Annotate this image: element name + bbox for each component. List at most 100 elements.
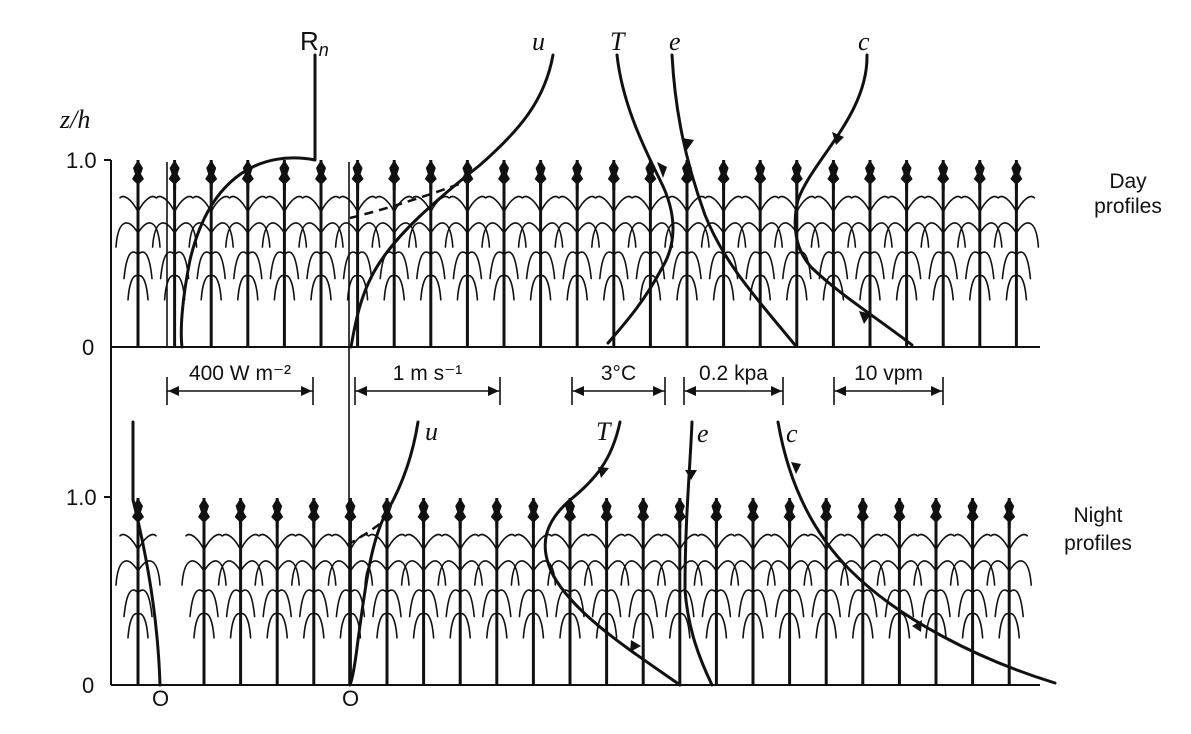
scale-bar-3: 0.2 kpa — [683, 362, 784, 405]
label-day-t: T — [610, 27, 626, 56]
day-c-arrow-2 — [859, 311, 871, 324]
maize-plant — [554, 160, 600, 347]
maize-plant — [510, 498, 557, 685]
day-profiles-label: Day profiles — [1094, 170, 1162, 218]
scale-arrow — [168, 386, 179, 396]
maize-plant — [766, 498, 813, 685]
maize-plant — [693, 498, 740, 685]
label-night-u: u — [425, 417, 438, 446]
scale-label: 0.2 kpa — [699, 362, 768, 385]
origin-label-rn: O — [152, 686, 169, 711]
night-c-curve — [776, 420, 1057, 685]
scale-arrow — [931, 386, 942, 396]
maize-plant — [627, 160, 674, 347]
maize-plant — [920, 160, 966, 347]
tick-label-day-1: 1.0 — [66, 148, 97, 173]
origin-label-u: O — [342, 686, 359, 711]
label-night-c: c — [786, 419, 798, 448]
maize-plant — [986, 498, 1032, 685]
maize-plant — [327, 498, 374, 685]
day-curves — [179, 53, 914, 349]
maize-plant — [700, 160, 747, 347]
day-e-curve — [670, 53, 797, 347]
maize-plant — [913, 498, 959, 685]
night-profiles-label: Night profiles — [1064, 504, 1132, 555]
tick-label-day-0: 0 — [82, 335, 94, 360]
scale-bar-1: 1 m s⁻¹ — [354, 362, 501, 405]
axes — [104, 159, 1040, 686]
maize-plant — [737, 160, 783, 347]
maize-plant — [115, 160, 161, 347]
maize-plant — [583, 498, 630, 685]
night-t-arrow-2 — [630, 640, 641, 652]
maize-plant — [437, 498, 483, 685]
day-u-extrapolation — [349, 178, 471, 220]
maize-plant — [949, 498, 996, 685]
scale-bar-0: 400 W m⁻² — [166, 362, 314, 405]
maize-plant — [993, 160, 1040, 347]
day-t-arrow — [657, 162, 667, 178]
maize-plant — [591, 160, 637, 347]
curve-labels: Rn u T e c u T e c — [300, 26, 870, 448]
scale-arrow — [653, 386, 664, 396]
day-c-curve — [793, 53, 914, 347]
night-u-curve — [348, 420, 420, 687]
maize-plant — [840, 498, 886, 685]
maize-plant — [151, 160, 198, 347]
maize-plant — [261, 160, 308, 347]
scale-label: 10 vpm — [854, 362, 923, 385]
night-u-extrapolation — [346, 519, 386, 547]
maize-plant — [400, 498, 447, 685]
maize-plants — [115, 160, 1040, 685]
maize-plant — [371, 160, 417, 347]
night-e-arrow — [685, 470, 697, 480]
scale-arrow — [301, 386, 312, 396]
tick-label-night-0: 0 — [82, 673, 94, 698]
day-rn-curve — [179, 53, 317, 349]
label-night-e: e — [697, 419, 709, 448]
day-c-arrow — [832, 132, 844, 145]
tick-label-night-1: 1.0 — [66, 485, 97, 510]
maize-plant — [876, 498, 923, 685]
label-day-c: c — [858, 27, 870, 56]
maize-plant — [291, 498, 337, 685]
maize-plant — [364, 498, 410, 685]
scale-label: 400 W m⁻² — [189, 362, 291, 385]
scale-arrow — [356, 386, 367, 396]
label-rn: Rn — [300, 26, 329, 60]
scale-label: 1 m s⁻¹ — [393, 362, 462, 385]
maize-plant — [847, 160, 893, 347]
maize-plant — [810, 160, 857, 347]
label-day-u: u — [532, 27, 545, 56]
scale-bar-2: 3°C — [571, 362, 666, 405]
night-t-arrow — [598, 467, 609, 478]
maize-plant — [408, 160, 454, 347]
label-day-e: e — [669, 27, 681, 56]
maize-plant — [620, 498, 666, 685]
night-c-arrow-2 — [912, 620, 922, 632]
maize-plant — [298, 160, 344, 347]
night-curves — [131, 420, 1057, 687]
scale-bar-4: 10 vpm — [833, 362, 944, 405]
maize-plant — [225, 160, 271, 347]
day-t-curve — [606, 53, 675, 345]
scale-arrow — [685, 386, 696, 396]
maize-plant — [481, 160, 527, 347]
maize-plant — [957, 160, 1003, 347]
maize-plant — [664, 160, 710, 347]
scale-arrow — [573, 386, 584, 396]
scale-arrow — [835, 386, 846, 396]
y-axis-label: z/h — [59, 105, 90, 134]
day-e-arrow — [682, 138, 694, 150]
day-u-curve — [349, 53, 555, 349]
scale-label: 3°C — [601, 362, 636, 385]
maize-plant — [774, 160, 820, 347]
maize-plant — [217, 498, 264, 685]
maize-plant — [803, 498, 849, 685]
night-rn-curve — [131, 420, 162, 687]
scale-bars: 400 W m⁻² 1 m s⁻¹ 3°C 0.2 kpa 10 vpm — [166, 362, 944, 405]
night-c-arrow — [791, 462, 801, 474]
night-e-curve — [683, 420, 714, 687]
maize-plant — [547, 498, 593, 685]
